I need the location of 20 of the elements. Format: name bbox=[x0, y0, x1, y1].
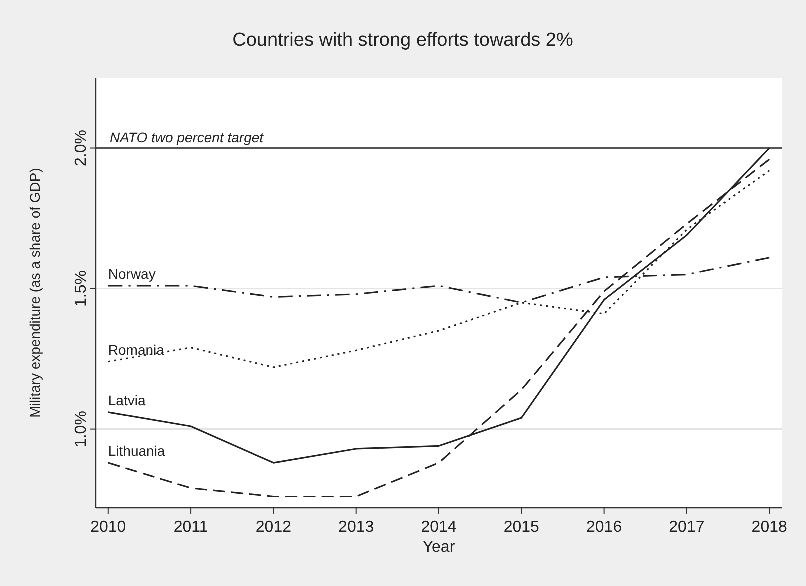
x-tick-label: 2015 bbox=[504, 519, 540, 536]
x-tick-label: 2010 bbox=[90, 519, 126, 536]
x-tick-label: 2012 bbox=[256, 519, 292, 536]
x-tick-label: 2014 bbox=[421, 519, 457, 536]
y-tick-label: 1.0% bbox=[73, 411, 90, 448]
series-label: Lithuania bbox=[108, 443, 166, 460]
x-tick-label: 2011 bbox=[174, 519, 208, 536]
chart-title: Countries with strong efforts towards 2% bbox=[232, 30, 574, 51]
series-label: Romania bbox=[108, 342, 165, 358]
y-tick-label: 2.0% bbox=[73, 130, 90, 166]
y-axis-title: Military expenditure (as a share of GDP) bbox=[27, 168, 43, 418]
series-label: Norway bbox=[108, 266, 156, 282]
x-tick-label: 2016 bbox=[586, 519, 622, 536]
ref-line-label: NATO two percent target bbox=[110, 129, 265, 146]
x-axis-title: Year bbox=[422, 539, 456, 556]
x-tick-label: 2017 bbox=[669, 519, 705, 536]
series-label: Latvia bbox=[108, 392, 146, 408]
y-tick-label: 1.5% bbox=[73, 270, 90, 308]
x-tick-label: 2018 bbox=[752, 519, 788, 536]
x-tick-label: 2013 bbox=[338, 519, 374, 536]
